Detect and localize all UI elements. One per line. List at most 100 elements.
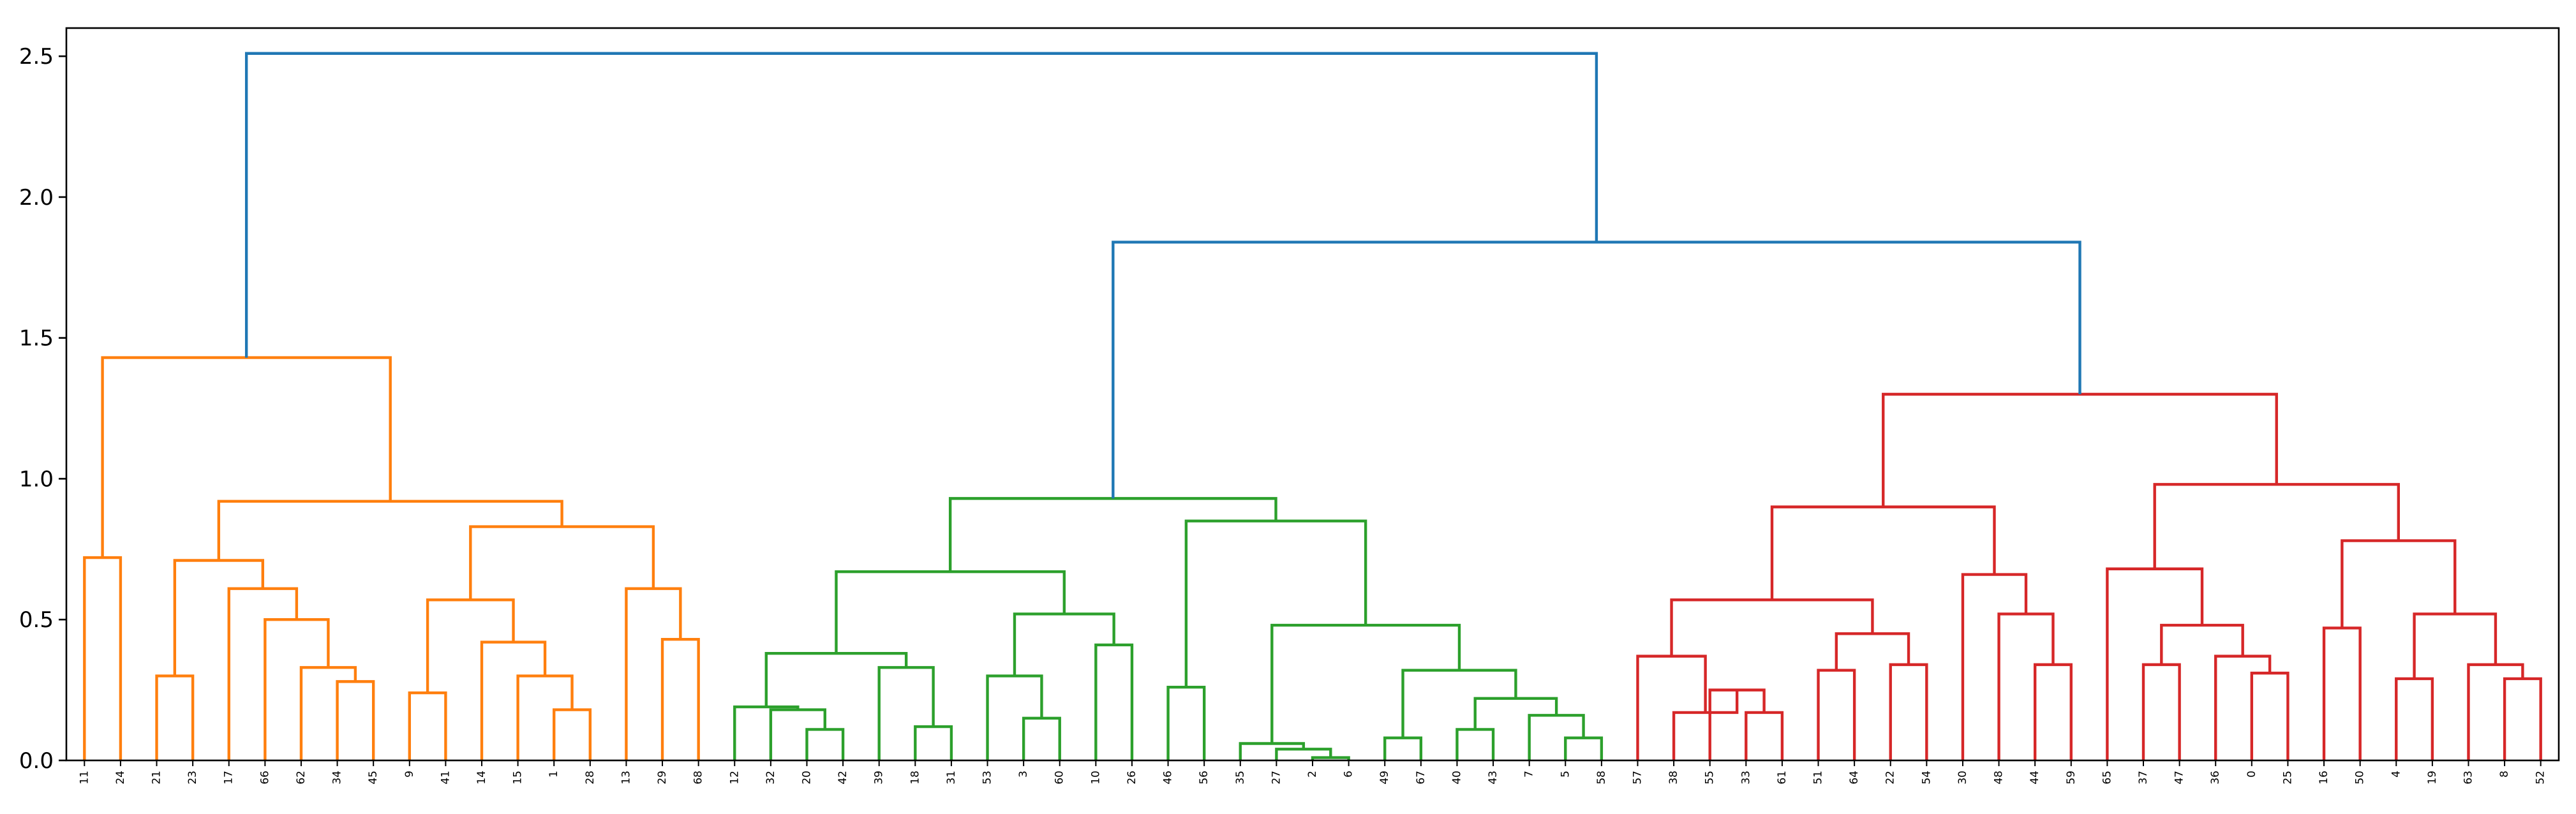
leaf-label-57: 57 [1631,771,1644,785]
leaf-label-5: 5 [1559,771,1572,778]
dendrogram-link-B4 [914,725,953,760]
dendrogram-link-B2 [769,708,826,760]
dendrogram-link-C9 [2033,663,2073,760]
leaf-label-39: 39 [873,771,886,785]
leaf-label-7: 7 [1523,771,1536,778]
leaf-label-29: 29 [656,771,669,785]
leaf-label-26: 26 [1126,771,1138,785]
leaf-label-6: 6 [1343,771,1355,778]
dendrogram-link-C5 [1817,669,1856,760]
leaf-label-52: 52 [2535,771,2547,785]
leaf-label-42: 42 [837,771,849,785]
leaf-label-32: 32 [764,771,777,785]
x-axis: 11 24 21 23 17 66 62 34 45 9 41 14 15 1 28 13 29 68 12 32 20… [78,760,2547,785]
y-tick-label: 0.0 [19,748,54,774]
y-tick-label: 2.0 [19,185,54,211]
dendrogram-link-B9 [1094,643,1134,760]
leaf-label-44: 44 [2029,771,2041,785]
leaf-label-64: 64 [1848,771,1861,785]
leaf-label-9: 9 [403,771,416,778]
leaf-label-10: 10 [1089,771,1102,785]
y-axis: 0.0 0.5 1.0 1.5 2.0 2.5 [19,44,66,774]
leaf-label-23: 23 [186,771,199,785]
dendrogram-link-B6 [764,652,908,707]
dendrogram-link-B18 [1564,736,1604,760]
dendrogram-link-A6 [227,587,299,760]
leaf-label-67: 67 [1415,771,1427,785]
leaf-label-2: 2 [1306,771,1319,778]
leaf-label-46: 46 [1162,771,1175,785]
dendrogram-link-B22 [1270,623,1461,744]
y-tick-label: 1.0 [19,466,54,492]
dendrogram-link-A3 [336,680,375,760]
dendrogram-link-A9 [553,708,592,760]
leaf-label-43: 43 [1487,771,1500,785]
dendrogram-link-B1 [805,728,845,760]
leaf-label-22: 22 [1884,771,1897,785]
dendrogram-link-B24 [948,497,1277,572]
y-tick-label: 1.5 [19,326,54,352]
leaf-label-66: 66 [258,771,271,785]
dendrogram-link-B14 [1275,748,1332,760]
dendrogram-link-C18 [2322,626,2362,760]
leaf-label-41: 41 [439,771,452,785]
dendrogram-link-A13 [660,637,700,760]
dendrogram-link-B11 [835,570,1066,654]
leaf-label-56: 56 [1198,771,1210,785]
dendrogram-link-A12 [426,598,515,693]
leaf-label-24: 24 [114,771,127,785]
leaf-label-28: 28 [584,771,597,785]
leaf-label-0: 0 [2245,771,2258,778]
leaf-label-34: 34 [331,771,344,785]
leaf-label-25: 25 [2281,771,2294,785]
dendrogram-link-C4 [1636,655,1707,760]
dendrogram-link-C12 [1770,505,1996,600]
dendrogram-link-C13 [2141,663,2181,760]
dendrogram-link-B8 [986,674,1043,760]
dendrogram-link-B15 [1239,742,1306,760]
leaf-label-65: 65 [2101,771,2113,785]
dendrogram-link-C3 [1672,690,1739,760]
leaf-label-27: 27 [1270,771,1283,785]
leaf-label-61: 61 [1776,771,1789,785]
leaf-label-14: 14 [475,771,488,785]
plot-frame [65,27,2560,762]
dendrogram-link-A16 [217,500,563,561]
leaf-label-50: 50 [2354,771,2367,785]
leaf-label-37: 37 [2137,771,2150,785]
dendrogram-link-A7 [173,559,265,676]
leaf-label-19: 19 [2426,771,2439,785]
leaf-label-21: 21 [151,771,163,785]
leaf-label-11: 11 [78,771,91,785]
leaf-label-60: 60 [1053,771,1066,785]
dendrogram-link-R1 [1112,241,2081,499]
leaf-label-31: 31 [945,771,958,785]
leaf-label-59: 59 [2065,771,2078,785]
leaf-label-38: 38 [1667,771,1680,785]
leaf-label-40: 40 [1450,771,1463,785]
dendrogram-link-C16 [2160,623,2244,665]
leaf-label-8: 8 [2498,771,2511,778]
dendrogram-link-C20 [2503,677,2542,760]
dendrogram-link-B5 [877,666,935,760]
leaf-label-68: 68 [692,771,705,785]
dendrogram-link-C19 [2395,677,2434,760]
leaf-label-17: 17 [223,771,235,785]
y-tick-label: 2.5 [19,44,54,70]
dendrogram-link-A2 [155,674,195,760]
dendrogram-links [83,52,2542,760]
dendrogram-link-A5 [264,618,330,760]
dendrogram-link-B12 [1166,686,1206,760]
dendrogram-link-A14 [625,587,682,760]
dendrogram-link-C22 [2413,612,2498,679]
dendrogram-link-C7 [1835,632,1910,670]
dendrogram-link-A1 [83,556,123,760]
leaf-label-33: 33 [1739,771,1752,785]
y-tick-label: 0.5 [19,607,54,633]
dendrogram-link-B20 [1473,697,1558,730]
dendrogram-link-C24 [2153,483,2400,569]
dendrogram-link-A11 [480,640,547,760]
leaf-label-12: 12 [728,771,741,785]
leaf-label-58: 58 [1595,771,1608,785]
leaf-label-16: 16 [2318,771,2330,785]
